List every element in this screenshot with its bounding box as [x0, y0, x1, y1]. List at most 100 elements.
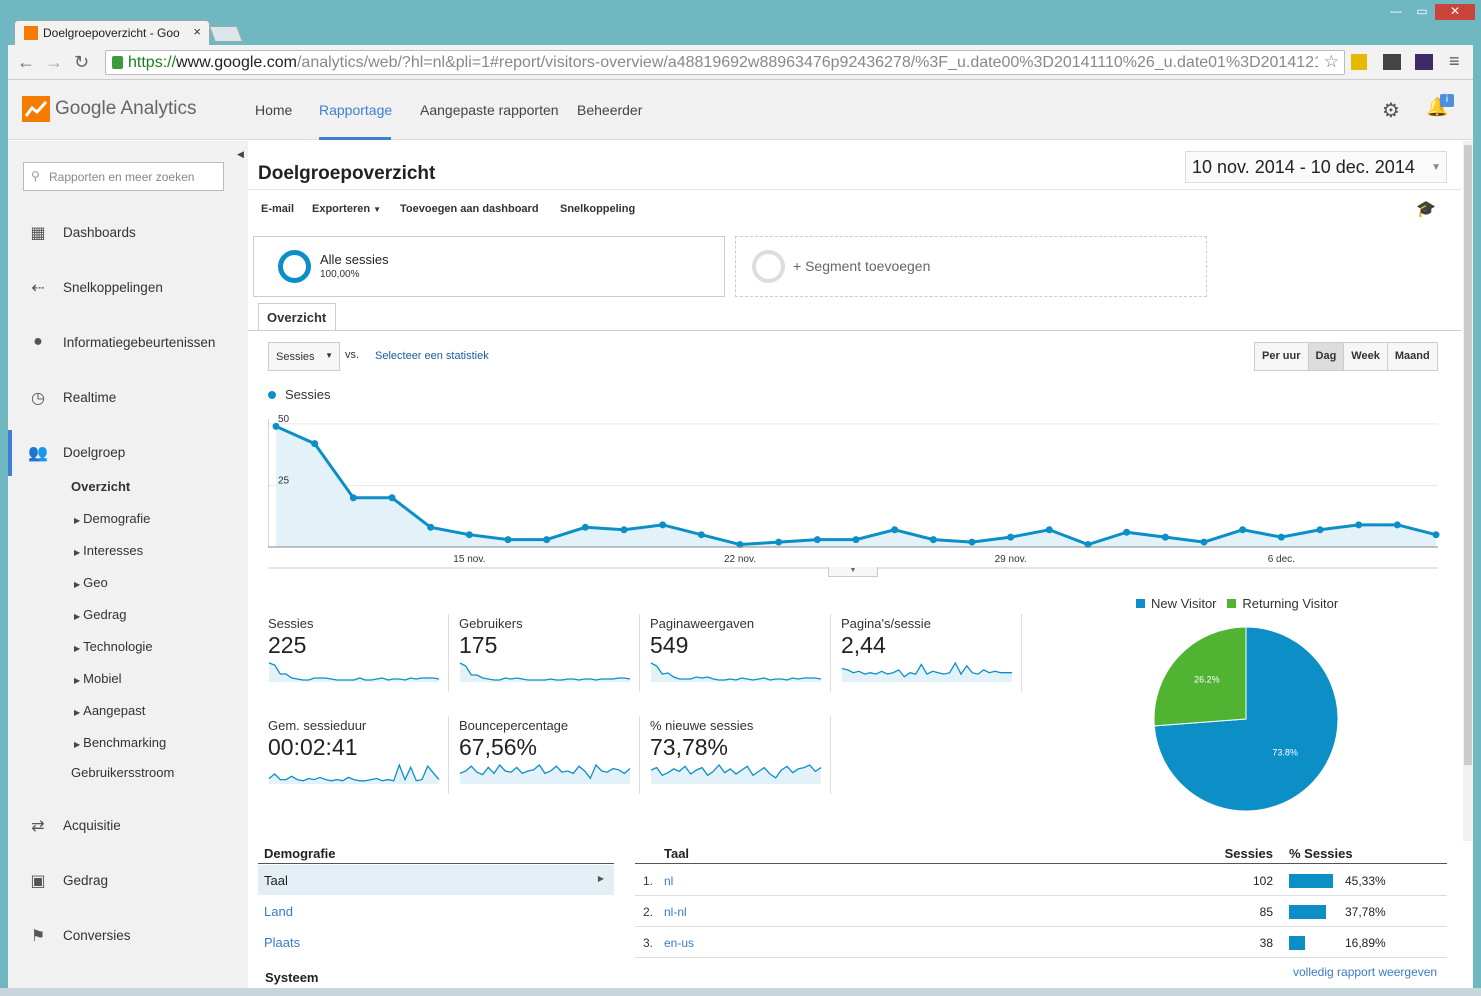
- granularity-month[interactable]: Maand: [1387, 343, 1437, 370]
- segment-all-sessions[interactable]: Alle sessies 100,00%: [253, 236, 725, 297]
- shortcut-button[interactable]: Snelkoppeling: [560, 203, 636, 215]
- sidebar-item-realtime[interactable]: ◷ Realtime: [8, 383, 248, 413]
- add-to-dashboard-button[interactable]: Toevoegen aan dashboard: [400, 203, 539, 215]
- new-tab-button[interactable]: [209, 26, 243, 42]
- sidebar-item-dashboards[interactable]: ▦ Dashboards: [8, 218, 248, 248]
- subitem-mobiel[interactable]: ▶ Mobiel: [74, 671, 122, 686]
- chart-point[interactable]: [1045, 526, 1053, 534]
- sidebar-item-gedrag[interactable]: ▣ Gedrag: [8, 866, 248, 896]
- chart-point[interactable]: [504, 536, 512, 544]
- demografie-link-plaats[interactable]: Plaats: [264, 935, 301, 950]
- sidebar-item-doelgroep[interactable]: 👥 Doelgroep: [8, 430, 248, 476]
- graduation-cap-icon[interactable]: 🎓: [1416, 201, 1436, 218]
- chart-point[interactable]: [659, 521, 667, 529]
- tab-close-icon[interactable]: ×: [193, 24, 201, 39]
- kpi-tile[interactable]: Gebruikers 175: [459, 616, 649, 706]
- subitem-demografie[interactable]: ▶ Demografie: [74, 511, 151, 526]
- chart-point[interactable]: [388, 494, 396, 502]
- kpi-tile[interactable]: Bouncepercentage 67,56%: [459, 718, 649, 808]
- subitem-gedrag[interactable]: ▶ Gedrag: [74, 607, 127, 622]
- bookmark-star-icon[interactable]: ☆: [1323, 52, 1339, 71]
- row-language-link[interactable]: nl: [664, 874, 674, 888]
- chart-point[interactable]: [427, 523, 435, 531]
- kpi-tile[interactable]: Pagina's/sessie 2,44: [841, 616, 1031, 706]
- address-bar[interactable]: https://www.google.com/analytics/web/?hl…: [105, 50, 1345, 75]
- chart-point[interactable]: [813, 536, 821, 544]
- subitem-benchmarking[interactable]: ▶ Benchmarking: [74, 735, 167, 750]
- kpi-tile[interactable]: Sessies 225: [268, 616, 458, 706]
- nav-rapportage[interactable]: Rapportage: [319, 102, 393, 118]
- extension-off-icon[interactable]: [1383, 54, 1401, 70]
- sidebar-item-acquisitie[interactable]: ⇄ Acquisitie: [8, 811, 248, 841]
- subitem-interesses[interactable]: ▶ Interesses: [74, 543, 144, 558]
- menu-icon[interactable]: ≡: [1449, 51, 1460, 71]
- sidebar-item-snelkoppelingen[interactable]: ⇠ Snelkoppelingen: [8, 273, 248, 303]
- chart-point[interactable]: [543, 536, 551, 544]
- email-button[interactable]: E-mail: [261, 203, 295, 215]
- date-range-picker[interactable]: 10 nov. 2014 - 10 dec. 2014 ▼: [1185, 151, 1447, 183]
- chart-point[interactable]: [1161, 533, 1169, 541]
- nav-beheerder[interactable]: Beheerder: [577, 102, 643, 118]
- kpi-tile[interactable]: Gem. sessieduur 00:02:41: [268, 718, 458, 808]
- chart-point[interactable]: [311, 440, 319, 448]
- chart-point[interactable]: [1355, 521, 1363, 529]
- pie-slice[interactable]: [1153, 626, 1247, 727]
- minimize-button[interactable]: —: [1390, 4, 1402, 18]
- chart-point[interactable]: [272, 422, 280, 430]
- nav-aangepaste-rapporten[interactable]: Aangepaste rapporten: [420, 102, 559, 118]
- maximize-button[interactable]: ▭: [1416, 4, 1428, 18]
- kpi-tile[interactable]: % nieuwe sessies 73,78%: [650, 718, 840, 808]
- sidebar-item-conversies[interactable]: ⚑ Conversies: [8, 921, 248, 951]
- forward-arrow-icon[interactable]: →: [45, 52, 63, 72]
- select-statistic-link[interactable]: Selecteer een statistiek: [375, 350, 489, 362]
- chart-point[interactable]: [1084, 541, 1092, 549]
- granularity-hour[interactable]: Per uur: [1255, 343, 1309, 370]
- chart-point[interactable]: [852, 536, 860, 544]
- kpi-tile[interactable]: Paginaweergaven 549: [650, 616, 840, 706]
- subitem-aangepast[interactable]: ▶ Aangepast: [74, 703, 146, 718]
- chart-point[interactable]: [581, 523, 589, 531]
- chart-point[interactable]: [775, 538, 783, 546]
- extension-icon[interactable]: [1415, 54, 1433, 70]
- sidebar-item-informatiegebeurtenissen[interactable]: ● Informatiegebeurtenissen: [8, 328, 248, 358]
- search-input[interactable]: ⚲ Rapporten en meer zoeken: [23, 162, 224, 191]
- chart-point[interactable]: [465, 531, 473, 539]
- browser-tab[interactable]: Doelgroepoverzicht - Goo ×: [14, 20, 210, 45]
- extension-icon[interactable]: [1351, 54, 1367, 70]
- chart-point[interactable]: [1316, 526, 1324, 534]
- chart-expander-icon[interactable]: ▼: [828, 567, 878, 577]
- scrollbar-thumb[interactable]: [1464, 145, 1472, 765]
- subitem-geo[interactable]: ▶ Geo: [74, 575, 108, 590]
- chart-point[interactable]: [1432, 531, 1440, 539]
- granularity-day[interactable]: Dag: [1308, 343, 1345, 370]
- chart-point[interactable]: [620, 526, 628, 534]
- chart-point[interactable]: [1007, 533, 1015, 541]
- scrollbar[interactable]: [1463, 141, 1473, 841]
- back-arrow-icon[interactable]: ←: [17, 52, 35, 72]
- chart-point[interactable]: [1393, 521, 1401, 529]
- chart-point[interactable]: [736, 541, 744, 549]
- chart-point[interactable]: [697, 531, 705, 539]
- full-report-link[interactable]: volledig rapport weergeven: [1293, 965, 1438, 979]
- chart-point[interactable]: [929, 536, 937, 544]
- reload-icon[interactable]: ↻: [74, 52, 90, 72]
- subitem-overzicht[interactable]: Overzicht: [71, 479, 131, 494]
- chart-point[interactable]: [891, 526, 899, 534]
- chart-point[interactable]: [1200, 538, 1208, 546]
- close-window-button[interactable]: ✕: [1435, 4, 1475, 20]
- demografie-link-land[interactable]: Land: [264, 904, 293, 919]
- row-language-link[interactable]: nl-nl: [664, 905, 687, 919]
- metric-select[interactable]: Sessies ▼: [268, 342, 340, 371]
- add-segment-button[interactable]: + Segment toevoegen: [735, 236, 1207, 297]
- chart-point[interactable]: [968, 538, 976, 546]
- subitem-technologie[interactable]: ▶ Technologie: [74, 639, 153, 654]
- gear-icon[interactable]: ⚙: [1382, 100, 1400, 122]
- chart-point[interactable]: [1123, 528, 1131, 536]
- tab-overzicht[interactable]: Overzicht: [258, 303, 336, 331]
- granularity-week[interactable]: Week: [1344, 343, 1388, 370]
- nav-home[interactable]: Home: [255, 102, 293, 118]
- row-language-link[interactable]: en-us: [664, 936, 695, 950]
- collapse-sidebar-icon[interactable]: ◀: [233, 143, 248, 165]
- chart-point[interactable]: [1239, 526, 1247, 534]
- export-button[interactable]: Exporteren ▼: [312, 203, 382, 215]
